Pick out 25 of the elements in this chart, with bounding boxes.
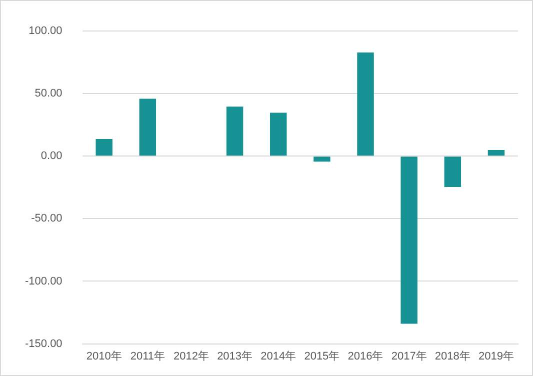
- x-tick-label: 2010年: [86, 350, 122, 362]
- bar: [96, 138, 112, 156]
- x-tick-label: 2017年: [391, 350, 427, 362]
- x-tick-label: 2013年: [217, 350, 253, 362]
- y-tick-label: -50.00: [31, 212, 62, 225]
- x-tick-label: 2014年: [260, 350, 296, 362]
- bar: [314, 156, 330, 162]
- bar: [400, 156, 418, 324]
- x-tick-label: 2015年: [304, 350, 340, 362]
- x-tick-label: 2016年: [348, 350, 384, 362]
- bar: [488, 150, 505, 156]
- y-tick-label: 100.00: [28, 25, 62, 38]
- y-tick-label: -100.00: [24, 275, 62, 288]
- y-tick-label: 0.00: [40, 150, 62, 162]
- y-tick-label: 50.00: [34, 88, 62, 100]
- y-tick-label: -150.00: [24, 338, 62, 350]
- bar: [444, 156, 462, 188]
- x-tick-label: 2019年: [478, 350, 514, 362]
- x-tick-label: 2011年: [130, 350, 165, 362]
- bar: [357, 52, 374, 156]
- x-tick-label: 2012年: [173, 350, 209, 362]
- bar: [139, 98, 156, 156]
- bar: [226, 106, 244, 156]
- x-tick-label: 2018年: [434, 350, 470, 362]
- bar: [270, 112, 287, 156]
